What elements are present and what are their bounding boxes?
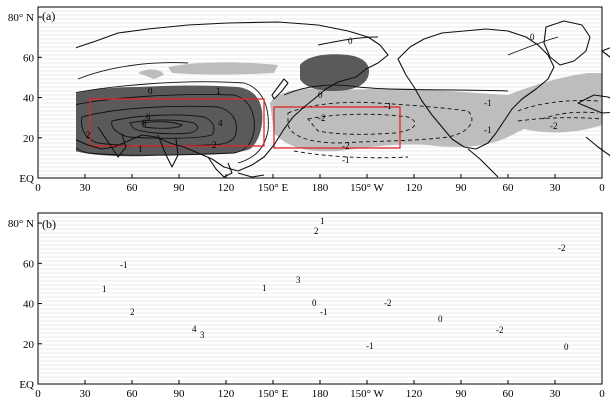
contour-label: -1 [384, 101, 392, 111]
lat-tick-label: 80° N [8, 12, 34, 24]
contour-label: 2 [130, 307, 135, 317]
panel-b-negative-area-atlantic [448, 235, 602, 362]
panel-b-contour-labels: 1 2 3 1 -1 1 2 4 3 0 -1 -2 -1 -2 -2 0 0 [102, 216, 569, 352]
contour-label: -1 [342, 155, 350, 165]
panel-b-frame [37, 212, 603, 385]
lon-tick-label: 90 [174, 182, 186, 194]
contour-label: 0 [148, 86, 153, 96]
lon-tick-label: 60 [503, 182, 515, 194]
lon-tick-label: 30 [550, 388, 562, 400]
lat-tick-label: EQ [19, 379, 34, 391]
panel-a [37, 6, 610, 179]
panel-b-positive-area-asia [56, 288, 242, 358]
lon-tick-label: 30 [550, 182, 562, 194]
contour-label: -2 [558, 243, 566, 253]
contour-label: 4 [218, 118, 223, 128]
contour-label: 1 [320, 216, 325, 226]
panel-a-negative-area-northamerica [138, 69, 164, 79]
contour-label: -2 [318, 113, 326, 123]
contour-label: 2 [212, 140, 217, 150]
contour-label: 1 [262, 283, 267, 293]
contour-label: 4 [192, 324, 197, 334]
contour-label: -2 [342, 141, 350, 151]
lon-tick-label: 120 [218, 182, 235, 194]
contour-label: 0 [530, 32, 535, 42]
lon-tick-label: 150° W [350, 388, 384, 400]
contour-label: -1 [320, 307, 328, 317]
lon-tick-label: 150° E [258, 182, 289, 194]
lon-tick-label: 0 [599, 388, 605, 400]
panel-b-negative-area-farnorth [102, 238, 178, 249]
panel-a-negative-area-north [168, 62, 278, 75]
lon-tick-label: 30 [80, 388, 92, 400]
panel-b-hatch-lines [38, 216, 602, 382]
lon-tick-label: 60 [503, 388, 515, 400]
lat-tick-label: 80° N [8, 218, 34, 230]
contour-label: 2 [314, 226, 319, 236]
lon-tick-label: 60 [127, 182, 139, 194]
panel-a-box-negative-region [273, 106, 401, 149]
contour-label: -1 [484, 125, 492, 135]
contour-label: 1 [102, 284, 107, 294]
panel-b [37, 212, 603, 385]
lat-tick-label: 20 [23, 133, 35, 145]
panel-b-negative-area-europe [46, 248, 150, 271]
contour-label: -1 [484, 98, 492, 108]
contour-label: 0 [564, 342, 569, 352]
contour-label: -2 [550, 121, 558, 131]
contour-label: 1 [216, 86, 221, 96]
lat-tick-label: EQ [19, 173, 34, 185]
contour-label: 0 [312, 298, 317, 308]
lon-tick-label: 0 [35, 182, 41, 194]
lon-tick-label: 120 [406, 182, 423, 194]
panel-a-label: (a) [42, 9, 55, 23]
panel-a-contour-labels: 0 0 0 1 4 6 8 2 1 2 0 -2 -2 -1 -1 -1 -2 … [86, 32, 558, 165]
lon-tick-label: 90 [174, 388, 186, 400]
contour-label: 0 [318, 90, 323, 100]
panel-b-label: (b) [42, 217, 56, 231]
lon-tick-label: 90 [456, 182, 468, 194]
contour-label: 8 [142, 118, 147, 128]
lon-tick-label: 180 [312, 182, 329, 194]
contour-label: -2 [496, 325, 504, 335]
lon-tick-label: 0 [599, 182, 605, 194]
lon-tick-label: 180 [312, 388, 329, 400]
lon-tick-label: 150° W [350, 182, 384, 194]
lat-tick-label: 60 [23, 52, 35, 64]
contour-label: 1 [138, 144, 143, 154]
lon-tick-label: 30 [80, 182, 92, 194]
lon-tick-label: 120 [406, 388, 423, 400]
lat-tick-label: 20 [23, 339, 35, 351]
lat-tick-label: 60 [23, 258, 35, 270]
lon-tick-label: 120 [218, 388, 235, 400]
lat-tick-label: 40 [23, 299, 35, 311]
lon-tick-label: 90 [456, 388, 468, 400]
contour-label: -2 [384, 298, 392, 308]
contour-label: 6 [146, 112, 151, 122]
contour-label: 2 [86, 130, 91, 140]
lon-tick-label: 60 [127, 388, 139, 400]
panel-a-negative-area-atlantic [508, 73, 602, 137]
contour-label: -1 [366, 341, 374, 351]
contour-label: 0 [348, 36, 353, 46]
lon-tick-label: 0 [35, 388, 41, 400]
panel-a-positive-area-asia [76, 85, 263, 157]
contour-label: 3 [296, 275, 301, 285]
contour-label: 3 [200, 330, 205, 340]
contour-label: 0 [438, 314, 443, 324]
lon-tick-label: 150° E [258, 388, 289, 400]
lat-tick-label: 40 [23, 93, 35, 105]
panel-a-positive-area-pacific-north [300, 54, 370, 91]
contour-label: -1 [120, 260, 128, 270]
